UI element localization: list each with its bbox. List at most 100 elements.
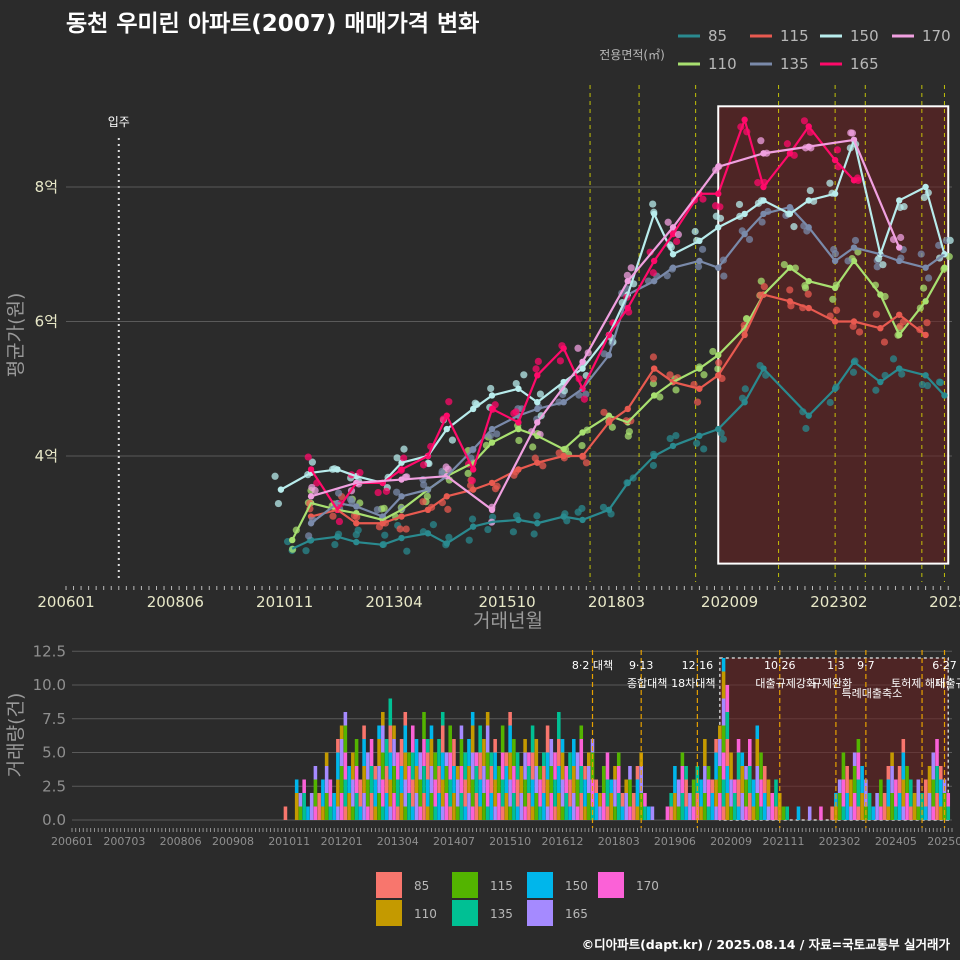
- top-axes: 200601 200806 201011 201304 201510 201803 2020…: [5, 293, 960, 632]
- volume-bar-segment: [766, 779, 771, 807]
- volume-x-tick-label: 201906: [654, 835, 696, 848]
- volume-bar-segment: [515, 806, 520, 820]
- volume-bar-segment: [706, 806, 711, 820]
- volume-bar-segment: [624, 793, 628, 820]
- transaction-dot-85: [826, 398, 834, 407]
- volume-legend-label-85: 85: [414, 879, 429, 893]
- volume-bar-segment: [901, 806, 906, 820]
- volume-x-tick-label: 202302: [819, 835, 861, 848]
- transaction-dot-85: [468, 515, 477, 523]
- volume-bar-segment: [328, 779, 333, 807]
- transaction-dot-85: [872, 386, 880, 394]
- volume-bar-segment: [470, 806, 475, 820]
- transaction-dot-150: [274, 499, 283, 508]
- transaction-dot-135: [738, 227, 746, 235]
- y-axis-title: 평균가(원): [5, 293, 27, 378]
- volume-bar-segment: [703, 766, 707, 793]
- volume-bar-segment: [886, 779, 891, 807]
- volume-bar-segment: [414, 766, 419, 793]
- volume-bar-segment: [635, 766, 640, 780]
- volume-bar-segment: [586, 766, 591, 793]
- volume-bar-segment: [590, 739, 595, 753]
- transaction-dot-115: [718, 374, 726, 383]
- volume-bar-segment: [819, 806, 823, 820]
- transaction-dot-165: [673, 237, 681, 246]
- volume-bar-segment: [298, 806, 303, 820]
- volume-bar-segment: [691, 806, 696, 820]
- volume-bar-segment: [875, 793, 879, 820]
- transaction-dot-135: [720, 272, 728, 280]
- volume-bar-segment: [583, 806, 587, 820]
- volume-bar-segment: [740, 752, 745, 766]
- volume-bar-segment: [392, 725, 396, 739]
- transaction-dot-170: [757, 137, 765, 145]
- volume-bar-segment: [429, 793, 434, 820]
- volume-bar-segment: [328, 806, 333, 820]
- y-tick-label: 8억: [35, 178, 58, 196]
- volume-bar-segment: [339, 739, 344, 766]
- transaction-dot-85: [918, 380, 926, 389]
- volume-bar-segment: [938, 806, 943, 820]
- volume-bar-segment: [512, 793, 516, 820]
- transaction-dot-115: [804, 290, 812, 298]
- transaction-dot-165: [356, 469, 364, 477]
- volume-bar-segment: [852, 766, 857, 793]
- transaction-dot-85: [717, 429, 725, 437]
- volume-bar-segment: [879, 779, 883, 807]
- volume-bar-segment: [560, 739, 565, 753]
- transaction-dot-110: [829, 295, 837, 303]
- transaction-dot-135: [493, 430, 501, 438]
- transaction-dot-165: [304, 453, 312, 461]
- volume-x-tick-label: 201304: [377, 835, 419, 848]
- volume-bar-segment: [500, 806, 505, 820]
- volume-bar-segment: [467, 739, 471, 766]
- volume-bar-segment: [485, 779, 490, 807]
- volume-bar-segment: [935, 793, 939, 820]
- volume-bar-segment: [523, 779, 527, 807]
- transaction-dot-165: [699, 195, 707, 203]
- x-tick-label: 2025: [929, 593, 960, 611]
- volume-bar-segment: [560, 752, 565, 780]
- legend-label-135: 135: [780, 55, 809, 73]
- transaction-dot-85: [599, 503, 608, 511]
- volume-bar-segment: [523, 739, 527, 753]
- volume-bar-segment: [766, 806, 771, 820]
- volume-bar-segment: [399, 793, 404, 820]
- transaction-dot-85: [352, 531, 360, 539]
- volume-bar-segment: [864, 779, 868, 807]
- volume-bar-segment: [684, 806, 688, 820]
- volume-bar-segment: [721, 806, 726, 820]
- volume-bar-segment: [366, 806, 370, 820]
- volume-bar-segment: [703, 739, 707, 766]
- policy-name-label: 규제완화: [812, 677, 852, 690]
- transaction-dot-115: [582, 459, 591, 467]
- transaction-dot-165: [716, 203, 724, 211]
- volume-bar-segment: [470, 712, 475, 726]
- volume-bar-segment: [459, 793, 464, 820]
- volume-y-tick-label: 10.0: [33, 676, 66, 694]
- volume-bar-segment: [362, 766, 366, 793]
- volume-x-tick-label: 201407: [433, 835, 475, 848]
- volume-bar-segment: [549, 766, 554, 793]
- transaction-dot-170: [627, 264, 635, 272]
- volume-bar-segment: [354, 739, 359, 766]
- volume-bar-segment: [519, 766, 524, 793]
- volume-bar-segment: [530, 752, 535, 780]
- transaction-dot-115: [896, 322, 904, 330]
- transaction-dot-135: [758, 218, 766, 226]
- volume-bar-segment: [759, 806, 763, 820]
- transaction-dot-135: [373, 506, 381, 514]
- volume-legend-label-150: 150: [565, 879, 588, 893]
- volume-bar-segment: [467, 766, 471, 793]
- volume-bar-segment: [568, 752, 572, 780]
- volume-bar-segment: [545, 779, 550, 807]
- volume-bar-segment: [418, 806, 423, 820]
- x-tick-label: 200601: [37, 593, 94, 611]
- transaction-dot-115: [849, 322, 857, 330]
- volume-bar-segment: [433, 779, 438, 807]
- volume-bar-segment: [381, 725, 385, 753]
- volume-bar-segment: [530, 779, 535, 807]
- volume-x-tick-label: 202507: [927, 835, 960, 848]
- volume-bar-segment: [339, 766, 344, 793]
- transaction-dot-150: [735, 200, 744, 209]
